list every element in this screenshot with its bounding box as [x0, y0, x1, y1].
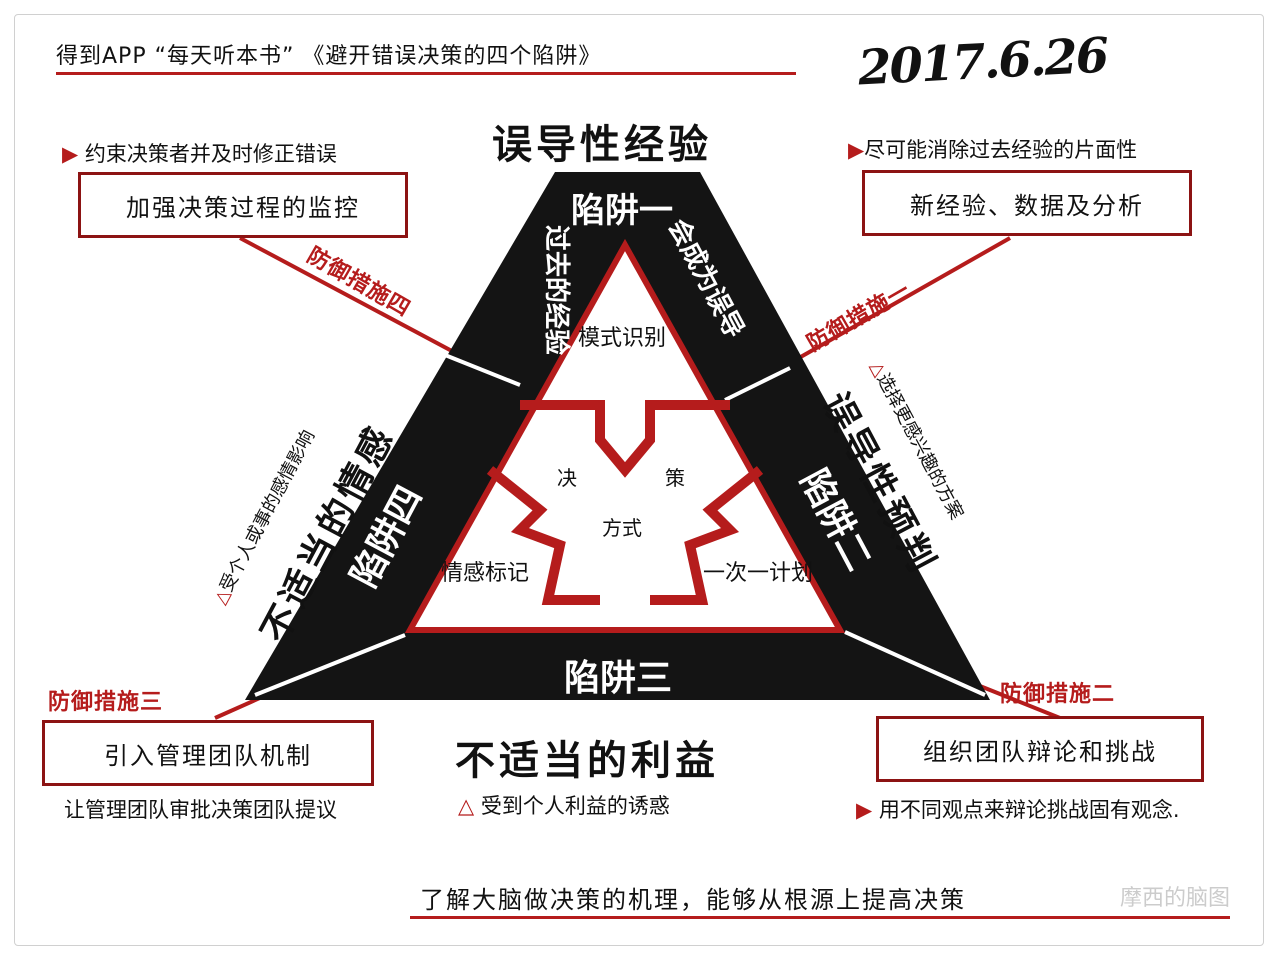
defense-2-note-text: 用不同观点来辩论挑战固有观念.	[878, 798, 1180, 822]
arrow-left	[486, 466, 600, 605]
inner-right-label: 一次一计划	[703, 561, 813, 586]
play-bullet-icon: ▶	[848, 138, 865, 162]
triangle-bullet-icon: △	[458, 794, 475, 818]
bottom-heading: 不适当的利益	[455, 738, 719, 784]
defense-4-box: 加强决策过程的监控	[78, 172, 408, 238]
inner-arrows	[486, 400, 764, 605]
defense-2-box: 组织团队辩论和挑战	[876, 716, 1204, 782]
bottom-note: △ 受到个人利益的诱惑	[458, 790, 670, 820]
trap-1-desc-left: 过去的经验	[541, 225, 572, 355]
trap-3-label: 陷阱三	[564, 658, 672, 699]
band-separator-bottom	[254, 633, 406, 697]
defense-3-note: 让管理团队审批决策团队提议	[64, 798, 337, 822]
defense-2-note: ▶ 用不同观点来辩论挑战固有观念.	[856, 794, 1180, 824]
defense-1-box: 新经验、数据及分析	[862, 170, 1192, 236]
band-separator-top-left	[444, 353, 521, 387]
play-bullet-icon: ▶	[856, 798, 873, 822]
inner-center-left: 决	[557, 466, 577, 490]
play-bullet-icon: ▶	[62, 142, 79, 166]
inner-center-right: 策	[665, 466, 685, 490]
arrow-right	[650, 466, 764, 605]
defense-3-label: 防御措施三	[48, 690, 164, 715]
inner-top-label: 模式识别	[578, 326, 666, 351]
arrow-top	[520, 400, 730, 478]
watermark: 摩西的脑图	[1115, 880, 1234, 912]
page-title: 得到APP “每天听本书” 《避开错误决策的四个陷阱》	[56, 44, 602, 69]
bottom-note-text: 受到个人利益的诱惑	[480, 794, 670, 818]
band-separator-bottom-right	[844, 630, 986, 697]
title-underline	[56, 72, 796, 75]
footer-underline	[410, 916, 1230, 919]
defense-3-box: 引入管理团队机制	[42, 720, 374, 786]
trap-1-label: 陷阱一	[571, 191, 673, 231]
inner-center-bottom: 方式	[602, 516, 642, 540]
defense-4-note: ▶ 约束决策者并及时修正错误	[62, 138, 337, 168]
defense-1-note: ▶尽可能消除过去经验的片面性	[848, 134, 1137, 164]
footer-text: 了解大脑做决策的机理，能够从根源上提高决策	[420, 886, 966, 914]
top-heading: 误导性经验	[492, 122, 712, 168]
band-separator-top-right	[724, 366, 791, 402]
inner-left-label: 情感标记	[441, 561, 529, 586]
defense-1-note-text: 尽可能消除过去经验的片面性	[864, 138, 1138, 162]
defense-2-label: 防御措施二	[1000, 682, 1116, 707]
defense-4-note-text: 约束决策者并及时修正错误	[84, 142, 337, 166]
